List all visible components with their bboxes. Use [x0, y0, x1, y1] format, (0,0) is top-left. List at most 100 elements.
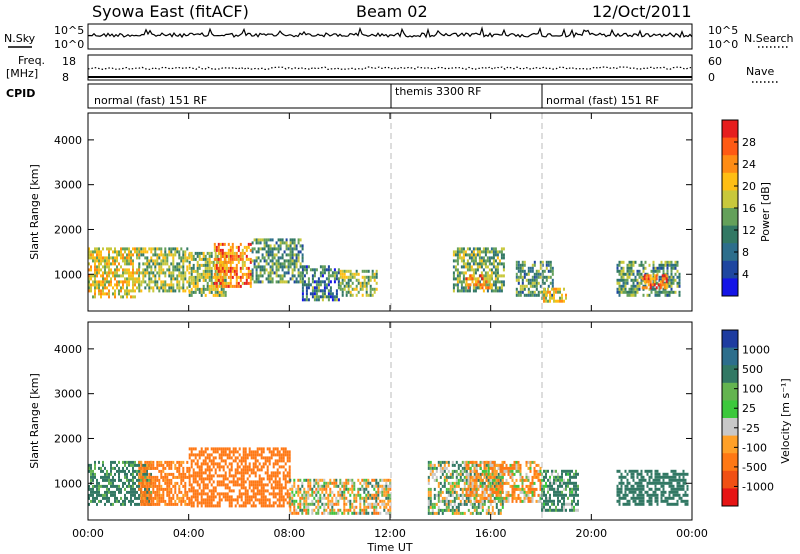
heatmap-cell — [373, 511, 376, 515]
heatmap-cell — [248, 462, 251, 466]
heatmap-cell — [200, 492, 203, 496]
heatmap-cell — [88, 286, 90, 290]
heatmap-cell — [130, 499, 132, 503]
heatmap-cell — [196, 284, 199, 288]
heatmap-cell — [429, 463, 432, 467]
heatmap-cell — [150, 265, 153, 269]
heatmap-cell — [515, 266, 518, 270]
heatmap-cell — [474, 253, 477, 257]
heatmap-cell — [210, 459, 213, 463]
heatmap-cell — [371, 496, 374, 500]
heatmap-cell — [620, 269, 623, 273]
heatmap-cell — [479, 460, 482, 464]
heatmap-cell — [652, 287, 655, 291]
heatmap-cell — [618, 493, 621, 497]
heatmap-cell — [459, 502, 462, 506]
heatmap-cell — [620, 490, 623, 494]
heatmap-cell — [383, 508, 386, 512]
heatmap-cell — [114, 268, 116, 272]
heatmap-cell — [156, 493, 159, 497]
heatmap-cell — [495, 505, 498, 509]
heatmap-cell — [640, 472, 643, 476]
heatmap-cell — [496, 262, 499, 266]
heatmap-cell — [315, 505, 318, 509]
heatmap-cell — [138, 475, 141, 479]
heatmap-cell — [541, 275, 544, 279]
heatmap-cell — [146, 271, 149, 275]
heatmap-cell — [98, 460, 100, 464]
heatmap-cell — [355, 505, 358, 509]
heatmap-cell — [194, 474, 197, 478]
heatmap-cell — [500, 256, 503, 260]
heatmap-cell — [134, 487, 136, 491]
nsky-line — [87, 26, 693, 39]
heatmap-cell — [329, 268, 332, 272]
heatmap-cell — [466, 268, 469, 272]
heatmap-cell — [303, 493, 306, 497]
heatmap-cell — [464, 265, 467, 269]
heatmap-cell — [142, 484, 145, 488]
heatmap-cell — [485, 469, 488, 473]
heatmap-cell — [186, 469, 189, 473]
heatmap-cell — [489, 286, 492, 290]
heatmap-cell — [341, 484, 344, 488]
heatmap-cell — [445, 475, 448, 479]
heatmap-cell — [224, 459, 227, 463]
heatmap-cell — [204, 456, 207, 460]
heatmap-cell — [385, 511, 388, 515]
heatmap-cell — [630, 263, 633, 267]
heatmap-cell — [647, 280, 650, 284]
heatmap-cell — [475, 478, 478, 482]
heatmap-cell — [555, 487, 557, 491]
heatmap-cell — [483, 463, 486, 467]
heatmap-cell — [575, 508, 577, 512]
heatmap-cell — [477, 280, 480, 284]
heatmap-cell — [670, 263, 673, 267]
heatmap-cell — [188, 501, 191, 505]
heatmap-cell — [559, 287, 561, 291]
heatmap-cell — [128, 280, 130, 284]
heatmap-cell — [456, 280, 459, 284]
heatmap-cell — [484, 253, 487, 257]
heatmap-cell — [92, 469, 94, 473]
heatmap-cell — [313, 271, 316, 275]
heatmap-cell — [92, 472, 94, 476]
heatmap-cell — [323, 478, 326, 482]
heatmap-cell — [305, 265, 308, 269]
heatmap-cell — [257, 250, 260, 254]
heatmap-cell — [100, 466, 102, 470]
heatmap-cell — [208, 254, 211, 258]
heatmap-cell — [275, 241, 278, 245]
heatmap-cell — [116, 265, 118, 269]
heatmap-cell — [387, 511, 390, 515]
heatmap-cell — [489, 277, 492, 281]
heatmap-cell — [511, 463, 514, 467]
heatmap-cell — [282, 450, 285, 454]
heatmap-cell — [162, 466, 165, 470]
heatmap-cell — [517, 290, 520, 294]
heatmap-cell — [297, 238, 300, 242]
heatmap-cell — [666, 260, 669, 264]
heatmap-cell — [331, 499, 334, 503]
heatmap-cell — [278, 471, 281, 475]
heatmap-cell — [452, 274, 455, 278]
heatmap-cell — [90, 283, 92, 287]
heatmap-cell — [427, 481, 430, 485]
heatmap-cell — [441, 499, 444, 503]
heatmap-cell — [234, 483, 237, 487]
heatmap-cell — [505, 469, 508, 473]
heatmap-cell — [359, 511, 362, 515]
heatmap-cell — [190, 269, 193, 273]
heatmap-cell — [656, 293, 659, 297]
heatmap-cell — [170, 502, 173, 506]
heatmap-cell — [517, 269, 520, 273]
heatmap-cell — [172, 247, 175, 251]
heatmap-cell — [452, 265, 455, 269]
heatmap-cell — [515, 260, 518, 264]
heatmap-cell — [182, 253, 185, 257]
heatmap-cell — [108, 496, 110, 500]
heatmap-cell — [462, 289, 465, 293]
heatmap-cell — [499, 487, 502, 491]
heatmap-cell — [186, 460, 189, 464]
heatmap-cell — [172, 259, 175, 263]
